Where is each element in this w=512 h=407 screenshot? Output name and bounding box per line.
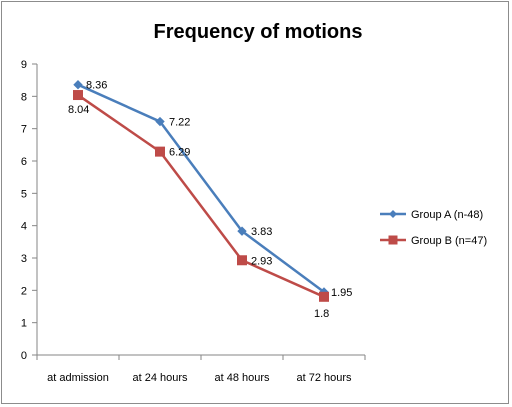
data-label: 6.29 [169,147,190,159]
series-line [77,94,325,298]
y-tick-label: 8 [21,91,27,103]
data-label: 1.95 [331,287,352,299]
legend: Group A (n-48) Group B (n=47) [380,209,487,247]
legend-label: Group A (n-48) [411,209,483,221]
x-tick-label: at 48 hours [214,372,270,384]
legend-item-group-b: Group B (n=47) [380,235,487,247]
legend-label: Group B (n=47) [411,235,487,247]
plot-area: 8.36 7.22 3.83 1.95 8.04 6.29 2.93 1.8 [68,80,352,320]
legend-item-group-a: Group A (n-48) [380,209,483,221]
data-label: 8.04 [68,104,89,116]
legend-marker [389,210,397,218]
y-tick-label: 3 [21,253,27,265]
legend-marker [388,235,398,245]
data-label: 3.83 [251,226,272,238]
data-point-marker [237,226,247,236]
data-label: 1.8 [314,308,329,320]
data-point-marker [237,255,247,266]
y-tick-label: 1 [21,318,27,330]
series-group-a: 8.36 7.22 3.83 1.95 [73,79,352,299]
data-point-marker [319,291,329,302]
x-tick-label: at 72 hours [296,372,352,384]
data-point-marker [155,146,165,157]
data-label: 2.93 [251,255,272,267]
series-group-b: 8.04 6.29 2.93 1.8 [68,90,329,320]
x-tick-label: at 24 hours [132,372,188,384]
data-point-marker [73,90,83,101]
series-line [77,83,325,293]
data-point-marker [155,116,165,127]
y-tick-label: 5 [21,188,27,200]
data-label: 7.22 [169,117,190,129]
y-tick-label: 7 [21,124,27,136]
chart-title: Frequency of motions [154,21,363,43]
y-tick-label: 6 [21,156,27,168]
y-tick-label: 0 [21,350,27,362]
x-tick-label: at admission [47,372,109,384]
data-point-marker [73,79,83,90]
y-tick-label: 9 [21,59,27,71]
data-label: 8.36 [86,80,107,92]
axes: 0 1 2 3 4 5 6 7 8 9 at admission at 24 hours at 48 h… [21,59,366,384]
y-tick-label: 4 [21,221,27,233]
y-tick-label: 2 [21,285,27,297]
